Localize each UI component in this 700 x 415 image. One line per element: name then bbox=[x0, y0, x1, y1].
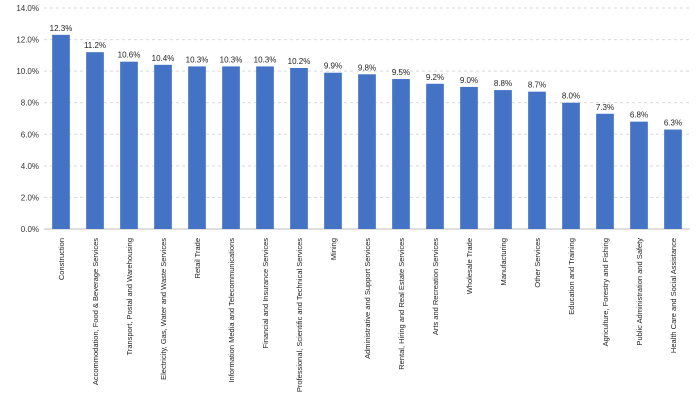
data-label: 8.8% bbox=[494, 79, 512, 88]
x-category-label: Accommodation, Food & Beverage Services bbox=[91, 238, 100, 385]
bar bbox=[426, 83, 444, 230]
data-label: 10.2% bbox=[288, 57, 311, 66]
bar bbox=[290, 67, 308, 229]
bar bbox=[324, 72, 342, 229]
bar bbox=[664, 129, 682, 229]
bar bbox=[494, 90, 512, 229]
x-category-label: Administrative and Support Services bbox=[363, 238, 372, 359]
x-category-label: Other Services bbox=[533, 238, 542, 288]
data-label: 8.7% bbox=[528, 81, 546, 90]
data-label: 6.3% bbox=[664, 119, 682, 128]
x-category-label: Arts and Recreation Services bbox=[431, 238, 440, 335]
bar bbox=[358, 74, 376, 229]
x-category-label: Manufacturing bbox=[499, 238, 508, 286]
bar bbox=[392, 79, 410, 230]
bar bbox=[460, 86, 478, 229]
x-category-label: Electricity, Gas, Water and Waste Servic… bbox=[159, 238, 168, 380]
x-category-label: Construction bbox=[57, 238, 66, 280]
bar bbox=[528, 91, 546, 230]
data-label: 9.5% bbox=[392, 68, 410, 77]
data-label: 6.8% bbox=[630, 111, 648, 120]
x-category-label: Public Administration and Safety bbox=[635, 238, 644, 346]
y-tick-label: 0.0% bbox=[21, 225, 39, 234]
data-label: 10.3% bbox=[186, 55, 209, 64]
y-tick-label: 12.0% bbox=[16, 36, 39, 45]
data-label: 7.3% bbox=[596, 103, 614, 112]
bar bbox=[630, 121, 648, 229]
data-label: 11.2% bbox=[84, 41, 106, 50]
data-label: 9.0% bbox=[460, 76, 478, 85]
x-category-label: Financial and Insurance Services bbox=[261, 238, 270, 349]
y-tick-label: 8.0% bbox=[21, 99, 39, 108]
x-category-label: Transport, Postal and Warehousing bbox=[125, 238, 134, 355]
data-label: 10.4% bbox=[152, 54, 175, 63]
bar bbox=[86, 52, 104, 230]
x-category-label: Rental, Hiring and Real Estate Services bbox=[397, 238, 406, 370]
bar bbox=[188, 66, 206, 230]
x-category-label: Wholesale Trade bbox=[465, 238, 474, 294]
x-category-label: Mining bbox=[329, 238, 338, 260]
data-label: 10.6% bbox=[118, 51, 141, 60]
y-tick-label: 10.0% bbox=[16, 67, 39, 76]
bar bbox=[154, 64, 172, 229]
bar bbox=[256, 66, 274, 230]
bar bbox=[222, 66, 240, 230]
y-tick-label: 4.0% bbox=[21, 162, 39, 171]
bar bbox=[596, 113, 614, 229]
x-category-label: Retail Trade bbox=[193, 238, 202, 278]
data-labels: 12.3% 11.2% 10.6% 10.4% 10.3% 10.3% 10.3% 10.2%… bbox=[50, 24, 682, 128]
data-label: 9.2% bbox=[426, 73, 444, 82]
data-label: 12.3% bbox=[50, 24, 73, 33]
data-label: 8.0% bbox=[562, 92, 580, 101]
y-tick-label: 6.0% bbox=[21, 130, 39, 139]
data-label: 9.9% bbox=[324, 62, 342, 71]
y-tick-label: 14.0% bbox=[16, 4, 39, 13]
x-category-label: Health Care and Social Assistance bbox=[669, 238, 678, 353]
data-label: 9.8% bbox=[358, 63, 376, 72]
bar bbox=[120, 61, 138, 229]
y-axis: 0.0% 2.0% 4.0% 6.0% 8.0% 10.0% 12.0% 14.0% bbox=[16, 4, 39, 234]
x-axis-category-labels: Construction Accommodation, Food & Bevera… bbox=[57, 238, 678, 392]
x-category-label: Agriculture, Forestry and Fishing bbox=[601, 238, 610, 346]
bar bbox=[52, 34, 70, 230]
x-category-label: Information Media and Telecommunications bbox=[227, 238, 236, 383]
bars bbox=[52, 34, 682, 230]
y-tick-label: 2.0% bbox=[21, 193, 39, 202]
x-category-label: Professional, Scientific and Technical S… bbox=[295, 238, 304, 392]
bar bbox=[562, 102, 580, 229]
data-label: 10.3% bbox=[220, 55, 243, 64]
data-label: 10.3% bbox=[254, 55, 277, 64]
x-category-label: Education and Training bbox=[567, 238, 576, 315]
